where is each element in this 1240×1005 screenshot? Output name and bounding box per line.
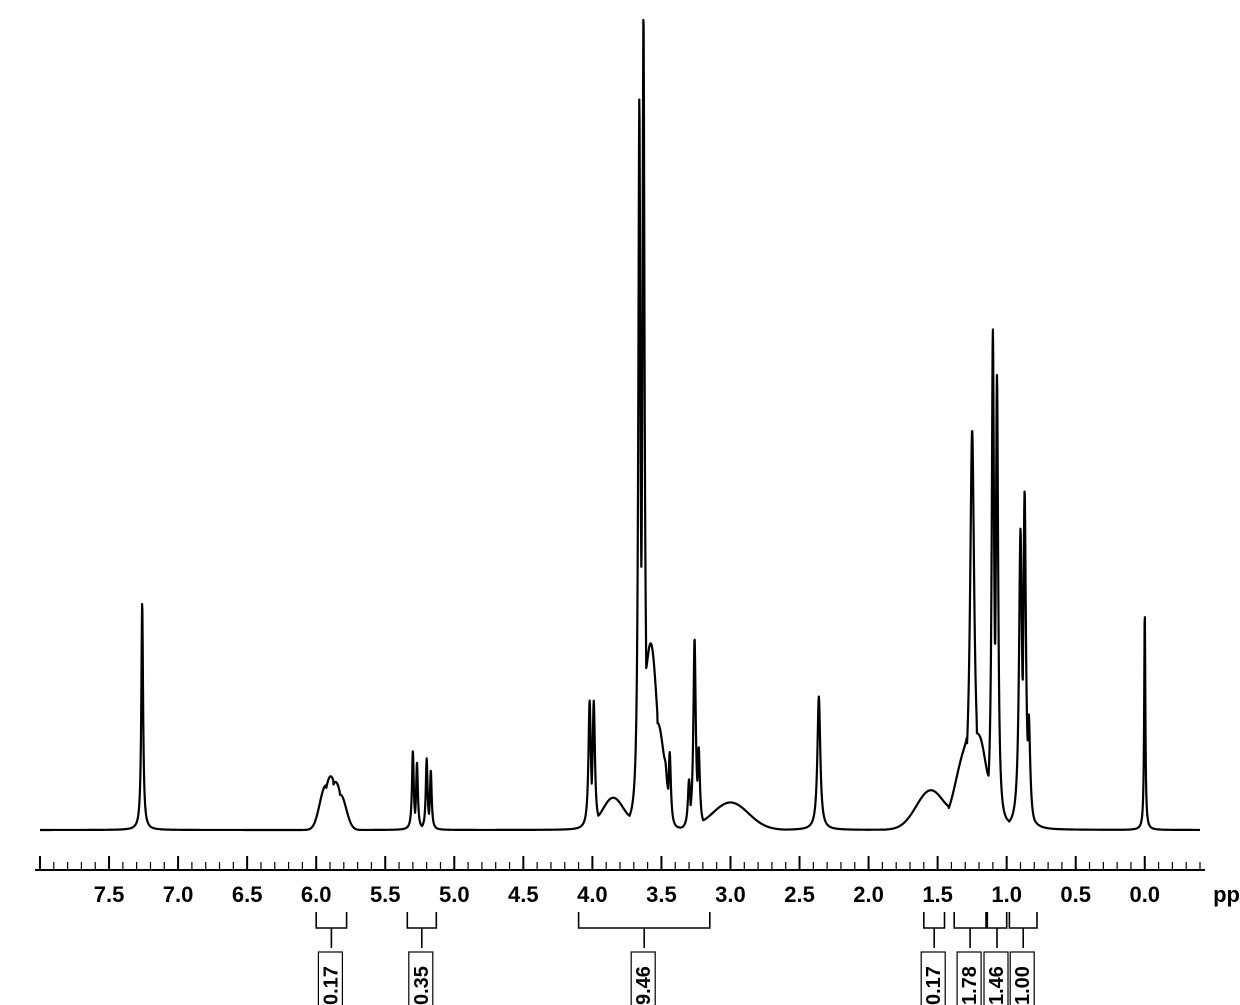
integral-label-group: 9.46 [631, 952, 655, 1005]
integral-value: 0.17 [320, 966, 342, 1005]
integral-value: 1.78 [959, 966, 981, 1005]
nmr-spectrum-chart: 7.5 7.0 6.5 6.0 5.5 5.0 4.5 4.0 3.5 3.0 2.5 2.0 1.5 1… [0, 0, 1240, 1005]
x-tick-label: 5.0 [439, 882, 470, 907]
x-tick-label: 6.5 [232, 882, 263, 907]
x-tick-label: 4.5 [508, 882, 539, 907]
x-tick-label: 1.0 [991, 882, 1022, 907]
x-tick-label: 7.0 [163, 882, 194, 907]
integral-value: 1.46 [986, 966, 1008, 1005]
integral-label-group: 1.78 [957, 952, 981, 1005]
integral-label-group: 0.17 [318, 952, 342, 1005]
x-tick-label: 3.5 [646, 882, 677, 907]
x-tick-label: 4.0 [577, 882, 608, 907]
x-tick-label: 6.0 [301, 882, 332, 907]
x-tick-label: 3.0 [715, 882, 746, 907]
spectrum-svg: 7.5 7.0 6.5 6.0 5.5 5.0 4.5 4.0 3.5 3.0 2.5 2.0 1.5 1… [0, 0, 1240, 1005]
x-tick-label: 2.5 [784, 882, 815, 907]
integral-label-group: 1.00 [1010, 952, 1034, 1005]
integral-label-group: 1.46 [984, 952, 1008, 1005]
x-tick-label: 1.5 [922, 882, 953, 907]
x-tick-label: 0.5 [1060, 882, 1091, 907]
x-axis-unit: ppm [1213, 882, 1240, 907]
x-tick-label: 0.0 [1129, 882, 1160, 907]
integral-value: 1.00 [1012, 966, 1034, 1005]
x-tick-label: 5.5 [370, 882, 401, 907]
integral-label-group: 0.17 [921, 952, 945, 1005]
integral-value: 0.35 [411, 966, 433, 1005]
integral-value: 9.46 [633, 966, 655, 1005]
integral-value: 0.17 [923, 966, 945, 1005]
integral-label-group: 0.35 [409, 952, 433, 1005]
x-tick-label: 2.0 [853, 882, 884, 907]
x-tick-label: 7.5 [94, 882, 125, 907]
